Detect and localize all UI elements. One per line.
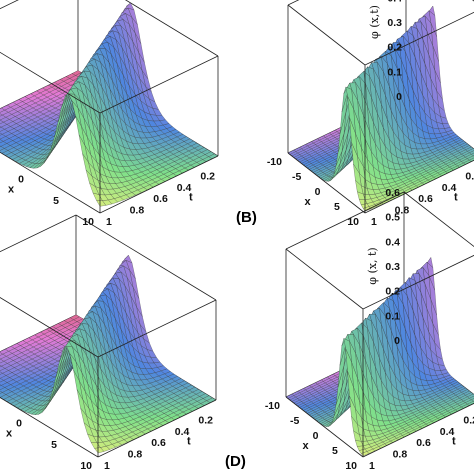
x-tick-label: -5 (292, 171, 301, 183)
z-tick-label: 0.3 (385, 261, 400, 273)
z-tick-label: 0.2 (385, 286, 400, 298)
x-axis-label: x (6, 428, 13, 440)
t-tick-label: 1 (104, 460, 110, 472)
surface-mesh (285, 256, 474, 457)
surface-mesh (0, 2, 219, 207)
x-tick-label: -10 (267, 156, 282, 168)
bounding-box-front (287, 4, 474, 214)
t-tick-label: 0.2 (198, 414, 213, 426)
t-tick-label: 0.2 (465, 170, 474, 182)
x-tick-label: 5 (332, 445, 338, 457)
x-tick-label: 0 (313, 430, 319, 442)
z-tick-label: 0.5 (385, 212, 400, 224)
surface-plot-b: -10 -5 0 5 10 x 0.2 0.4 0.6 0.8 1 t 0 0.1 0.2 0.3 0.4 0.5… (267, 0, 474, 228)
x-tick-label: 10 (347, 216, 359, 228)
t-axis-label: t (189, 192, 193, 204)
t-tick-label: 0.4 (442, 182, 457, 194)
x-tick-label: 0 (315, 186, 321, 198)
z-axis-label: φ (x,t) (368, 5, 381, 39)
surface-mesh (287, 5, 474, 212)
t-axis-label: t (187, 436, 191, 448)
t-tick-label: 0.4 (440, 426, 455, 438)
panel-label-d: (D) (225, 453, 246, 470)
t-tick-label: 1 (106, 216, 112, 228)
t-axis-label: t (452, 436, 456, 448)
x-tick-label: 0 (16, 418, 22, 430)
bounding-box-front (285, 248, 474, 458)
t-tick-label: 0.8 (395, 205, 410, 217)
t-tick-label: 0.6 (418, 193, 433, 205)
z-tick-label: 0 (396, 91, 402, 103)
panel-label-b: (B) (236, 209, 257, 226)
t-tick-label: 0.6 (151, 437, 166, 449)
t-tick-label: 0.8 (128, 449, 143, 461)
x-tick-label: 5 (53, 195, 59, 207)
z-axis-label: φ (x, t) (366, 247, 379, 284)
x-tick-label: -5 (290, 415, 299, 427)
x-axis-label: x (8, 184, 15, 196)
t-tick-label: 0.2 (463, 414, 474, 426)
z-tick-label: 0.1 (385, 310, 400, 322)
t-tick-label: 0.8 (393, 449, 408, 461)
x-tick-label: 0 (18, 174, 24, 186)
x-tick-label: -10 (265, 400, 280, 412)
t-tick-label: 0.2 (200, 170, 215, 182)
x-tick-label: 5 (51, 439, 57, 451)
x-tick-label: 10 (345, 460, 357, 472)
surface-plot-d: -10-50510x0.20.40.60.81t00.10.20.30.40.5… (265, 187, 474, 472)
x-axis-label: x (303, 440, 310, 452)
x-axis-label: x (305, 196, 312, 208)
z-tick-label: 0.4 (385, 236, 400, 248)
t-tick-label: 1 (371, 216, 377, 228)
t-tick-label: 0.8 (130, 205, 145, 217)
surface-mesh (0, 254, 217, 454)
bounding-box-front (0, 51, 219, 214)
z-tick-label: 0.3 (387, 17, 402, 29)
t-tick-label: 0.6 (153, 193, 168, 205)
t-tick-label: 0.4 (175, 426, 190, 438)
t-tick-label: 0.4 (177, 182, 192, 194)
t-tick-label: 0.6 (416, 437, 431, 449)
t-axis-label: t (454, 192, 458, 204)
t-tick-label: 1 (369, 460, 375, 472)
x-tick-label: 10 (80, 460, 92, 472)
z-tick-label: 0.1 (387, 66, 402, 78)
z-tick-label: 0.4 (387, 0, 402, 4)
z-tick-label: 0.6 (385, 187, 400, 199)
bounding-box-front (0, 297, 217, 458)
z-tick-label: 0 (394, 335, 400, 347)
z-tick-label: 0.2 (387, 42, 402, 54)
x-tick-label: 5 (334, 201, 340, 213)
